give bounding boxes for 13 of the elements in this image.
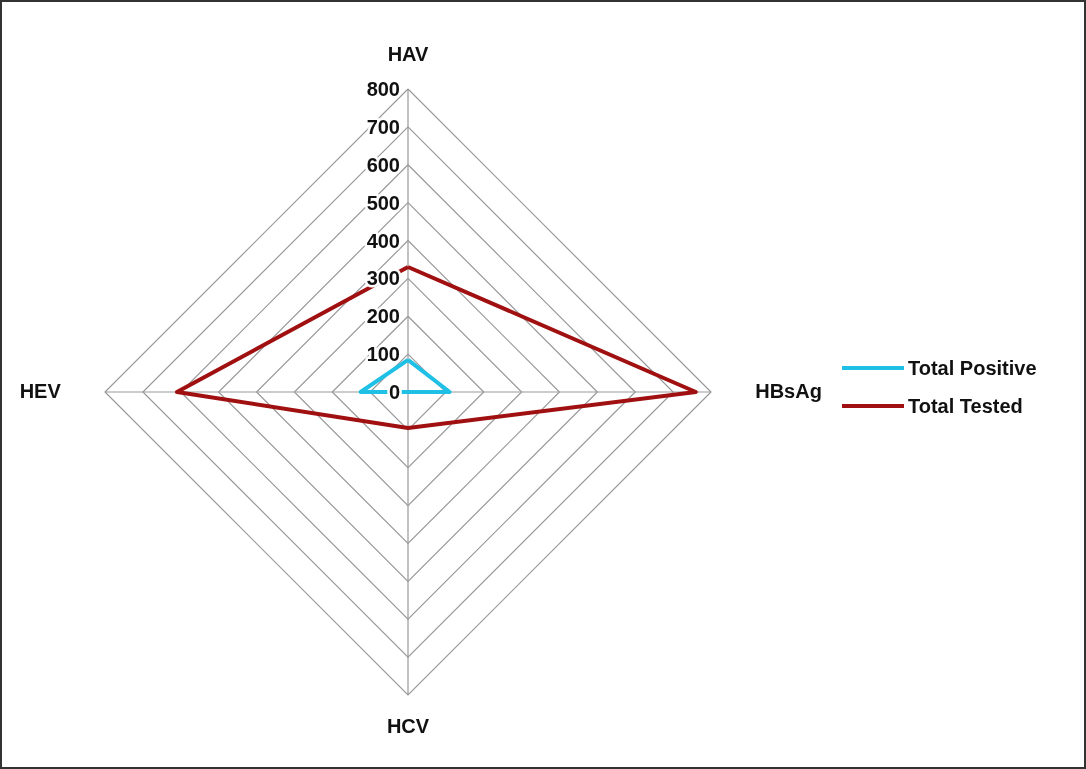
spoke-label: HAV: [387, 42, 430, 65]
y-tick-label: 100: [366, 343, 400, 366]
y-tick-label: 400: [366, 229, 400, 252]
legend-label: Total Positive: [908, 357, 1037, 379]
spoke-label: HEV: [19, 380, 62, 402]
y-tick-label: 700: [366, 115, 400, 138]
spoke-label: HBsAg: [755, 380, 822, 402]
y-tick-label: 600: [366, 153, 400, 176]
y-tick-label: 200: [366, 305, 400, 328]
y-tick-label: 500: [366, 191, 400, 214]
y-tick-label: 800: [366, 78, 400, 100]
spoke-label: HCV: [386, 715, 430, 738]
legend-label: Total Tested: [908, 395, 1023, 417]
